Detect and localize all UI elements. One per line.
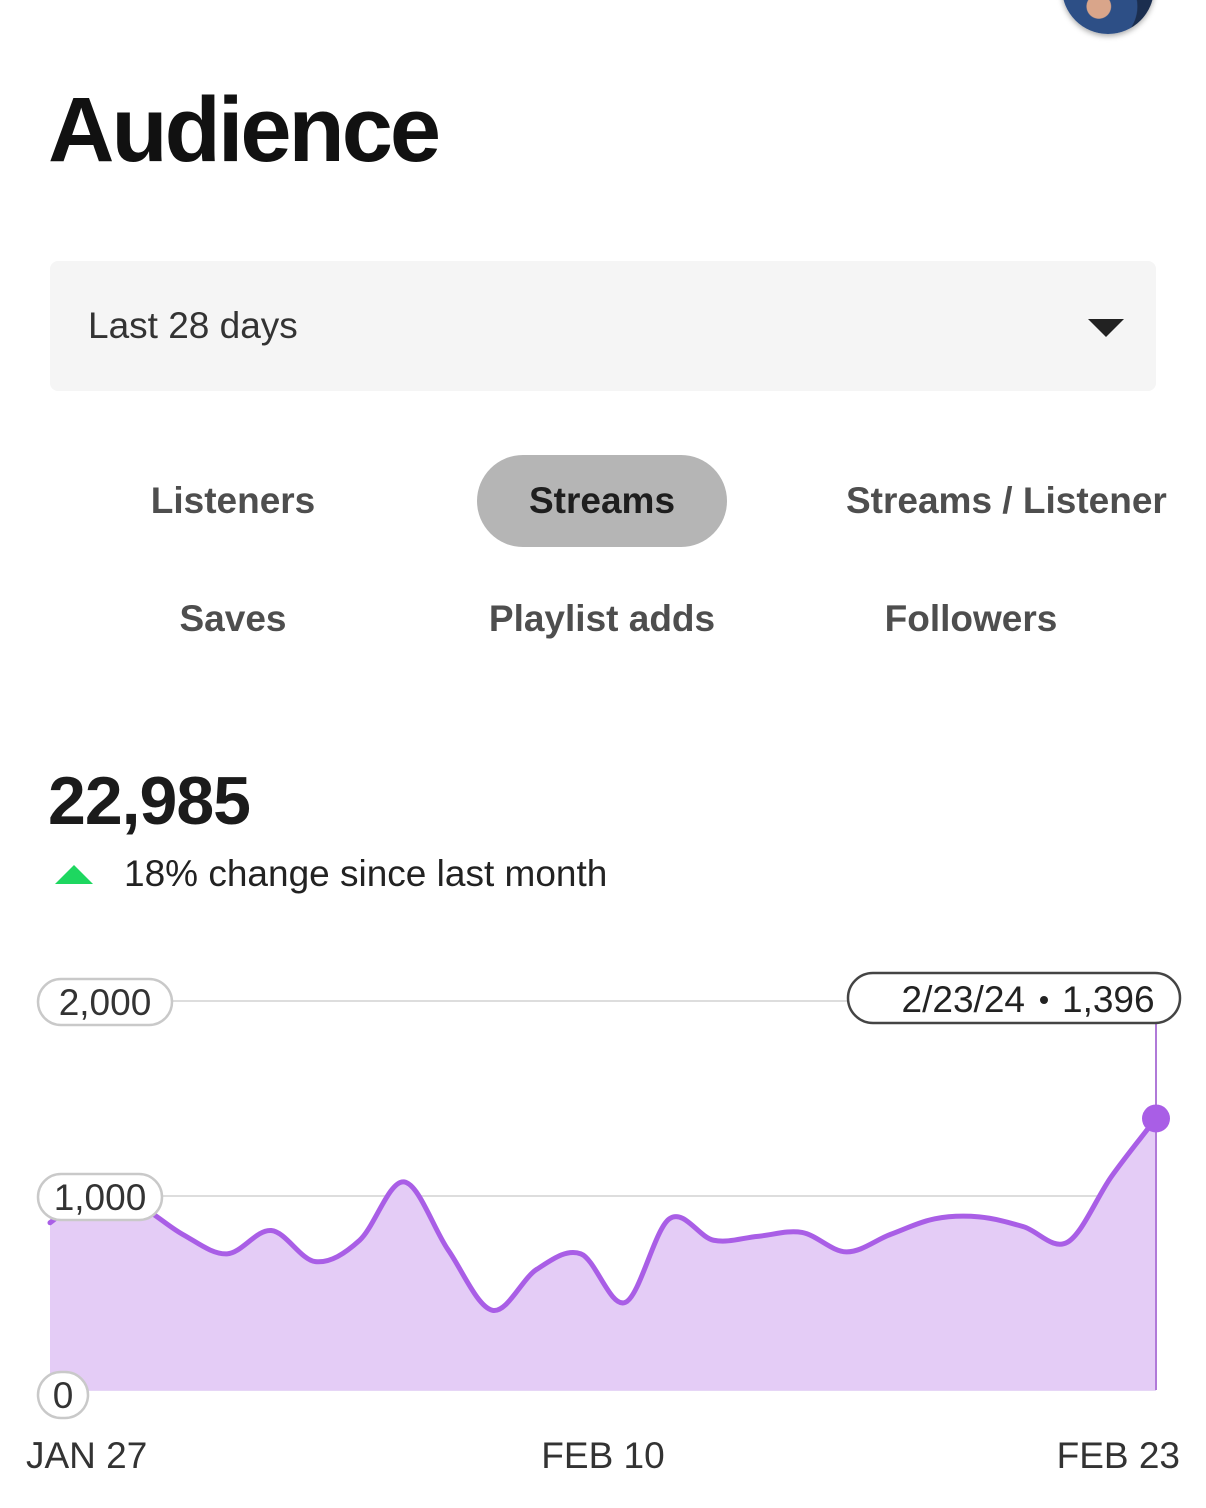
total-streams-value: 22,985 — [48, 763, 251, 839]
selected-point — [1142, 1104, 1170, 1133]
y-tick-label: 2,000 — [59, 982, 152, 1023]
x-tick-label: FEB 10 — [541, 1435, 664, 1476]
x-axis-labels: JAN 27 FEB 10 FEB 23 — [26, 1435, 1180, 1476]
tab-streams[interactable]: Streams — [477, 455, 727, 547]
page-title: Audience — [48, 79, 441, 181]
tab-playlist-adds[interactable]: Playlist adds — [488, 598, 716, 639]
change-since-last-month: 18% change since last month — [124, 853, 608, 894]
y-tick-label: 0 — [53, 1375, 74, 1416]
x-tick-label: FEB 23 — [1057, 1435, 1180, 1476]
streams-line — [47, 1115, 1159, 1313]
x-tick-label: JAN 27 — [26, 1435, 147, 1476]
y-tick-label: 1,000 — [54, 1177, 147, 1218]
tab-followers[interactable]: Followers — [884, 598, 1058, 639]
trend-up-icon — [55, 865, 93, 884]
date-range-select[interactable]: Last 28 days — [50, 261, 1156, 391]
tooltip-value: 1,396 — [1062, 979, 1155, 1020]
date-range-value: Last 28 days — [88, 305, 298, 346]
tooltip: 2/23/24 1,396 — [846, 971, 1182, 1025]
tooltip-date: 2/23/24 — [902, 979, 1025, 1020]
tab-listeners[interactable]: Listeners — [150, 480, 316, 521]
y-axis-labels: 2,000 1,000 0 — [36, 977, 174, 1420]
tab-saves[interactable]: Saves — [179, 598, 287, 639]
separator-dot — [1040, 996, 1048, 1004]
chevron-down-icon — [1088, 319, 1124, 337]
streams-area — [50, 1118, 1156, 1390]
